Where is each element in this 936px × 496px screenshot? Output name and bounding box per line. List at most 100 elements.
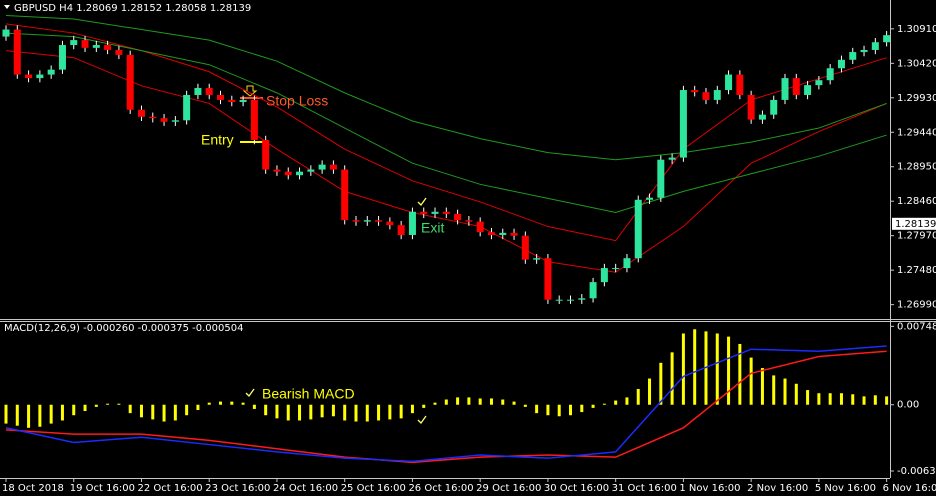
candle-body <box>296 171 304 176</box>
histogram-bar <box>4 404 8 424</box>
histogram-bar <box>535 404 539 414</box>
candle-body <box>736 74 744 95</box>
candle-body <box>792 78 800 95</box>
candle-body <box>623 258 631 269</box>
x-tick-label: 23 Oct 16:00 <box>205 483 270 494</box>
candle-body <box>431 211 439 214</box>
candle-body <box>228 99 236 103</box>
histogram-bar <box>162 404 166 422</box>
candle-body <box>533 258 541 260</box>
histogram-bar <box>862 396 866 405</box>
histogram-bar <box>591 404 595 408</box>
histogram-bar <box>219 401 223 405</box>
histogram-bar <box>343 404 347 421</box>
candle-body <box>352 220 360 222</box>
histogram-bar <box>196 404 200 410</box>
histogram-bar <box>681 333 685 405</box>
histogram-bar <box>207 402 211 405</box>
histogram-bar <box>94 404 98 407</box>
candle-body <box>386 221 394 226</box>
y-tick-label: 1.28950 <box>897 162 936 173</box>
candle-body <box>476 221 484 233</box>
histogram-bar <box>569 404 572 416</box>
histogram-bar <box>410 404 414 414</box>
candle-body <box>600 268 608 283</box>
candle-body <box>555 299 563 301</box>
frame <box>0 0 936 479</box>
histogram-bar <box>354 404 358 422</box>
candle-body <box>691 90 699 93</box>
histogram-bar <box>399 404 403 419</box>
candle-body <box>713 90 721 100</box>
candle-body <box>70 40 78 46</box>
histogram-bar <box>377 404 381 421</box>
menu-icon <box>4 5 10 9</box>
candle-body <box>329 164 337 170</box>
candle-body <box>420 211 428 214</box>
x-tick-label: 22 Oct 16:00 <box>137 483 202 494</box>
price-tag-label: 1.28139 <box>895 219 936 230</box>
histogram-bar <box>806 390 810 405</box>
histogram-bar <box>15 404 19 426</box>
candle-body <box>13 29 21 75</box>
indicator-line <box>5 350 887 464</box>
histogram-bar <box>331 404 335 417</box>
candle-body <box>883 35 891 43</box>
histogram-bar <box>512 401 516 405</box>
x-tick-label: 26 Oct 16:00 <box>408 483 473 494</box>
x-tick-label: 31 Oct 16:00 <box>612 483 677 494</box>
check-icon <box>417 197 427 207</box>
candle-body <box>58 45 66 70</box>
histogram-bar <box>444 399 448 405</box>
candle-body <box>544 258 552 300</box>
histogram-bar <box>715 333 719 405</box>
histogram-bar <box>693 329 697 405</box>
candle-body <box>849 52 857 60</box>
candle-body <box>183 94 191 121</box>
candle-body <box>341 169 349 221</box>
candle-body <box>239 99 247 103</box>
histogram-bar <box>117 403 121 405</box>
candle-body <box>363 220 371 222</box>
histogram-bar <box>602 403 606 405</box>
histogram-bar <box>636 389 640 405</box>
y-tick-label: 1.27480 <box>897 265 936 276</box>
y-tick-label: 1.26990 <box>897 300 936 311</box>
histogram-bar <box>727 336 731 405</box>
check-icon <box>417 415 427 425</box>
y-tick-label: 1.27970 <box>897 231 936 242</box>
candle-body <box>487 232 495 235</box>
candle-body <box>137 109 145 117</box>
candle-body <box>408 211 416 235</box>
candle-body <box>781 78 789 100</box>
histogram-bar <box>659 362 663 405</box>
histogram-bar <box>422 404 426 408</box>
candle-body <box>679 90 687 158</box>
candle-body <box>521 235 529 260</box>
histogram-bar <box>523 404 527 407</box>
annotation: Bearish MACD <box>262 386 355 402</box>
candle-body <box>499 232 507 235</box>
moving-average <box>5 14 887 161</box>
candle-body <box>284 171 292 176</box>
candle-body <box>160 118 168 122</box>
histogram-bar <box>794 383 798 405</box>
candle-body <box>194 87 202 95</box>
y-tick-label: 0.00 <box>897 400 919 411</box>
candle-body <box>612 268 620 270</box>
candle-body <box>725 74 733 91</box>
histogram-bar <box>851 394 855 405</box>
candle-body <box>115 49 123 55</box>
candle-body <box>442 211 450 214</box>
histogram-bar <box>885 396 889 405</box>
moving-average <box>5 50 887 273</box>
histogram-bar <box>456 397 460 405</box>
histogram-bar <box>241 402 245 405</box>
histogram-bar <box>72 404 76 416</box>
moving-average <box>5 32 887 213</box>
candle-body <box>702 92 710 100</box>
candle-body <box>250 99 258 141</box>
histogram-bar <box>38 404 42 427</box>
candle-body <box>318 164 326 170</box>
